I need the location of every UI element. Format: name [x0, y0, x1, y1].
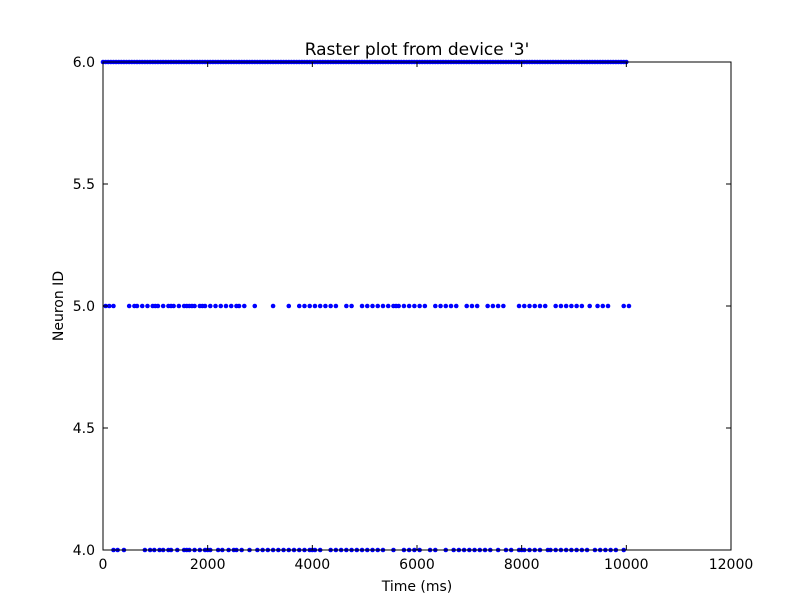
y-tick-label: 5.5	[73, 177, 95, 193]
spike-point	[443, 303, 449, 309]
spike-point	[328, 303, 333, 309]
spike-point	[412, 303, 417, 309]
spike-point	[111, 303, 116, 309]
spike-point	[242, 303, 247, 309]
x-tick-label: 12000	[709, 557, 754, 573]
spike-point	[106, 303, 112, 309]
spike-point	[213, 303, 218, 309]
spike-point	[417, 303, 422, 309]
spike-point	[485, 303, 490, 309]
spike-point	[527, 303, 532, 309]
spike-point	[145, 303, 150, 309]
spike-point	[296, 303, 302, 309]
spike-point	[270, 303, 276, 309]
spike-point	[558, 303, 564, 309]
spike-point	[406, 303, 412, 309]
spike-point	[349, 303, 354, 309]
x-axis-label: Time (ms)	[381, 579, 453, 595]
y-tick-label: 4.0	[73, 543, 95, 559]
spike-point	[155, 303, 161, 309]
chart-title: Raster plot from device '3'	[305, 40, 530, 60]
spike-point	[139, 303, 145, 309]
spike-point	[563, 303, 569, 309]
spike-point	[252, 303, 258, 309]
spike-point	[501, 303, 506, 309]
spike-point	[605, 303, 611, 309]
spike-point	[385, 303, 391, 309]
spike-point	[126, 303, 132, 309]
spike-point	[495, 303, 501, 309]
spike-point	[490, 303, 496, 309]
spike-point	[595, 303, 600, 309]
x-tick-label: 8000	[504, 557, 540, 573]
x-tick-label: 2000	[190, 557, 226, 573]
spike-point	[532, 303, 538, 309]
x-tick-label: 10000	[604, 557, 649, 573]
spike-point	[474, 303, 480, 309]
spike-point	[396, 303, 401, 309]
spike-point	[171, 303, 176, 309]
spike-point	[202, 303, 208, 309]
spike-point	[359, 303, 365, 309]
y-axis-label: Neuron ID	[51, 271, 67, 341]
spike-point	[160, 303, 166, 309]
spike-point	[569, 303, 574, 309]
spike-point	[307, 303, 313, 309]
spike-point	[448, 303, 454, 309]
spike-point	[574, 303, 579, 309]
spike-point	[223, 303, 229, 309]
spike-point	[380, 303, 386, 309]
spike-point	[438, 303, 443, 309]
spike-point	[192, 303, 197, 309]
spike-point	[542, 303, 548, 309]
spike-row-neuron-5	[103, 303, 632, 309]
spike-point	[375, 303, 381, 309]
spike-point	[218, 303, 224, 309]
spike-point	[286, 303, 292, 309]
x-tick-label: 6000	[399, 557, 435, 573]
spike-point	[537, 303, 543, 309]
spike-point	[469, 303, 475, 309]
y-tick-label: 6.0	[73, 55, 95, 71]
plot-frame	[102, 61, 732, 551]
spike-point	[401, 303, 407, 309]
spike-point	[236, 303, 242, 309]
spike-point	[600, 303, 606, 309]
spike-point	[464, 303, 470, 309]
x-tick-label: 4000	[295, 557, 331, 573]
spike-point	[312, 303, 318, 309]
spike-point	[228, 303, 234, 309]
spike-point	[176, 303, 182, 309]
x-tick-label: 0	[99, 557, 108, 573]
spike-point	[521, 303, 527, 309]
spike-point	[344, 303, 349, 309]
spike-point	[207, 303, 213, 309]
spike-point	[134, 303, 140, 309]
spike-point	[621, 303, 627, 309]
x-axis: 0 2000 4000 6000 8000 10000 12000	[99, 62, 754, 573]
spike-point	[323, 303, 328, 309]
spike-point	[453, 303, 459, 309]
spike-point	[579, 303, 585, 309]
spike-point	[364, 303, 370, 309]
spike-point	[422, 303, 428, 309]
spike-point	[333, 303, 339, 309]
spike-point	[587, 303, 592, 309]
spike-point	[516, 303, 522, 309]
spike-point	[553, 303, 558, 309]
spike-point	[302, 303, 307, 309]
spike-point	[370, 303, 375, 309]
spike-point	[626, 303, 632, 309]
y-tick-label: 4.5	[73, 421, 95, 437]
y-tick-label: 5.0	[73, 299, 95, 315]
spike-point	[317, 303, 323, 309]
spike-point	[433, 303, 438, 309]
